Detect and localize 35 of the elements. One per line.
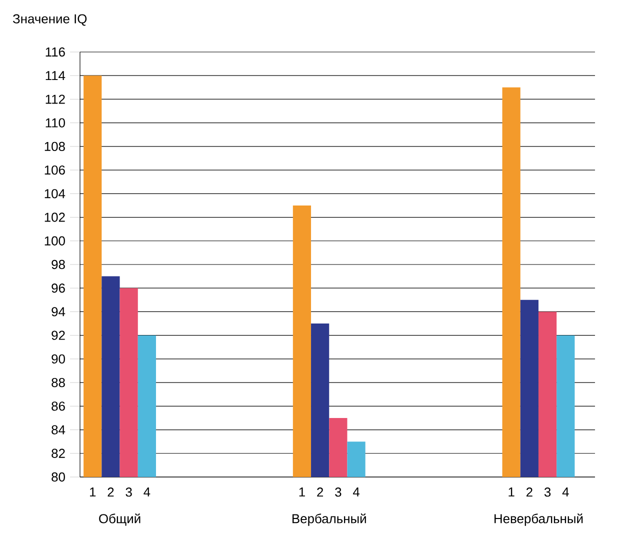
y-tick-label: 100: [44, 236, 65, 246]
y-tick-label: 98: [52, 260, 65, 270]
text: 3: [335, 488, 342, 497]
series-label: 4: [144, 488, 150, 496]
y-tick-label: 84: [52, 425, 66, 434]
text: 2: [317, 488, 324, 497]
y-tick-label: 114: [46, 71, 66, 80]
y-tick-label: 104: [44, 189, 66, 198]
text: 1: [299, 488, 305, 496]
y-tick-label: 106: [44, 165, 65, 175]
y-tick-label: 86: [52, 402, 65, 411]
x-tick-label: Невербальный: [494, 514, 583, 526]
text: 1: [508, 488, 514, 496]
x-tick-label: Вербальный: [292, 514, 366, 526]
y-tick-label: 90: [52, 354, 65, 364]
y-tick-label: 108: [44, 142, 65, 152]
y-axis-title: Значение IQ: [12, 14, 87, 26]
x-tick-label: Общий: [99, 514, 140, 526]
y-tick-label: 102: [44, 212, 65, 222]
text: 4: [562, 488, 569, 496]
y-tick-label: 96: [52, 284, 65, 293]
text: 4: [352, 488, 360, 496]
y-tick-label: 94: [52, 307, 66, 316]
series-label: 1: [90, 488, 96, 496]
text: 3: [544, 488, 551, 497]
y-tick-label: 112: [46, 94, 65, 104]
y-tick-label: 110: [46, 118, 65, 128]
y-tick-label: 82: [52, 448, 65, 458]
y-tick-label: 92: [52, 330, 65, 340]
y-tick-label: 80: [52, 472, 65, 482]
series-label: 2: [108, 488, 114, 497]
y-tick-label: 88: [52, 378, 65, 388]
series-label: 3: [126, 488, 132, 497]
text: 2: [526, 488, 532, 497]
y-tick-label: 116: [46, 47, 65, 57]
